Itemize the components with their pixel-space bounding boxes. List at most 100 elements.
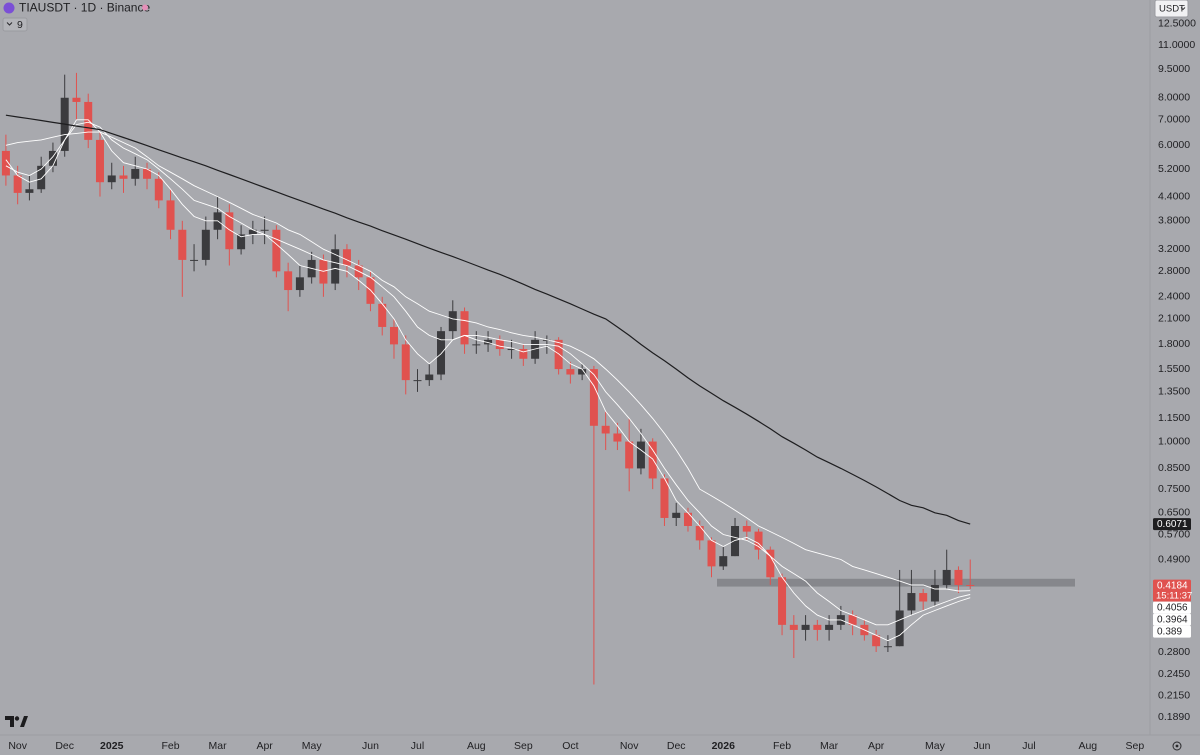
y-tick-label: 6.0000	[1158, 139, 1190, 151]
candle-body	[272, 229, 281, 272]
candle-body	[48, 150, 57, 166]
candle-body	[95, 139, 104, 183]
candle-body	[225, 212, 234, 250]
support-zone	[717, 578, 1075, 587]
candle-body	[907, 593, 916, 611]
candle-body	[966, 584, 975, 586]
candle-body	[472, 344, 481, 346]
candle-body	[284, 271, 293, 291]
x-tick-label: May	[302, 740, 323, 752]
y-tick-label: 0.1890	[1158, 711, 1190, 723]
currency-button[interactable]	[1154, 0, 1189, 18]
candle-body	[754, 531, 763, 550]
price-tag-label: 0.4184	[1157, 581, 1188, 592]
candle-body	[672, 512, 681, 518]
candle-body	[942, 569, 951, 585]
candle-body	[107, 175, 116, 183]
x-tick-label: Mar	[820, 740, 839, 752]
x-tick-label: Sep	[514, 740, 533, 752]
candle-body	[660, 478, 669, 518]
candle-body	[883, 646, 892, 648]
y-tick-label: 0.7500	[1158, 483, 1190, 495]
x-tick-label: Jun	[974, 740, 991, 752]
y-tick-label: 4.4000	[1158, 190, 1190, 202]
x-tick-label: Sep	[1126, 740, 1145, 752]
x-tick-label: Jul	[1022, 740, 1035, 752]
candle-body	[601, 425, 610, 434]
x-tick-label: Apr	[256, 740, 273, 752]
candle-body	[778, 577, 787, 625]
currency-label: USDT	[1159, 4, 1185, 15]
candle-body	[542, 339, 551, 341]
candle-body	[566, 369, 575, 375]
candle-body	[789, 624, 798, 630]
price-tag-label: 0.4056	[1157, 603, 1188, 614]
candle-body	[425, 374, 434, 381]
candle-body	[589, 369, 598, 426]
candle-body	[413, 380, 422, 382]
moving-average-line	[5, 131, 971, 592]
x-tick-label: May	[925, 740, 946, 752]
indicators-toggle[interactable]	[2, 17, 28, 32]
tradingview-logo	[5, 716, 28, 727]
candle-body	[154, 178, 163, 201]
candle-body	[237, 234, 246, 250]
plot-area: 12.5000 11.0000 9.5000 8.0000 7.0000 6.0000 5.…	[1, 18, 1196, 752]
candle-body	[801, 624, 810, 630]
x-tick-label: Feb	[161, 740, 179, 752]
x-tick-label: Aug	[1078, 740, 1097, 752]
candle-body	[84, 101, 93, 140]
price-tag-label: 0.3964	[1157, 615, 1188, 626]
status-dot	[142, 4, 148, 11]
candle-body	[295, 277, 304, 291]
x-tick-label: Apr	[868, 740, 885, 752]
y-tick-label: 0.5700	[1158, 528, 1190, 540]
candle-body	[519, 349, 528, 359]
y-tick-label: 1.0000	[1158, 435, 1190, 447]
y-tick-label: 7.0000	[1158, 114, 1190, 126]
candle-body	[178, 229, 187, 260]
candle-body	[331, 249, 340, 284]
candle-body	[719, 556, 728, 567]
candle-body	[342, 249, 351, 266]
candle-body	[72, 97, 81, 102]
x-tick-label: 2026	[712, 740, 736, 752]
y-tick-label: 0.4900	[1158, 553, 1190, 565]
price-tag	[1153, 601, 1191, 614]
x-tick-label: Nov	[8, 740, 27, 752]
candle-body	[954, 569, 963, 585]
x-tick-label: Mar	[209, 740, 228, 752]
candle-body	[695, 526, 704, 541]
y-tick-label: 2.4000	[1158, 291, 1190, 303]
settings-icon[interactable]	[1172, 741, 1182, 751]
candle-body	[507, 349, 516, 351]
candle-body	[848, 615, 857, 625]
y-tick-label: 9.5000	[1158, 63, 1190, 75]
candle-body	[166, 200, 175, 230]
symbol-icon	[3, 2, 15, 14]
candle-body	[37, 165, 46, 190]
candle-body	[143, 168, 152, 179]
candle-body	[636, 441, 645, 469]
candle-body	[13, 175, 22, 193]
candle-body	[437, 331, 446, 375]
candle-body	[648, 441, 657, 479]
candle-body	[872, 635, 881, 647]
candle-body	[201, 229, 210, 260]
symbol-title[interactable]: TIAUSDT · 1D · Binance	[19, 1, 150, 15]
candle-body	[813, 624, 822, 630]
candle-body	[378, 303, 387, 327]
candle-body	[742, 526, 751, 532]
candle-body	[707, 540, 716, 567]
y-tick-label: 3.2000	[1158, 243, 1190, 255]
candle-body	[190, 259, 199, 261]
x-tick-label: Jul	[411, 740, 424, 752]
y-tick-label: 11.0000	[1158, 39, 1195, 51]
candle-body	[25, 189, 34, 193]
chevron	[1180, 7, 1186, 11]
candle-body	[613, 433, 622, 442]
x-tick-label: Dec	[55, 740, 74, 752]
y-tick-label: 3.8000	[1158, 215, 1190, 227]
